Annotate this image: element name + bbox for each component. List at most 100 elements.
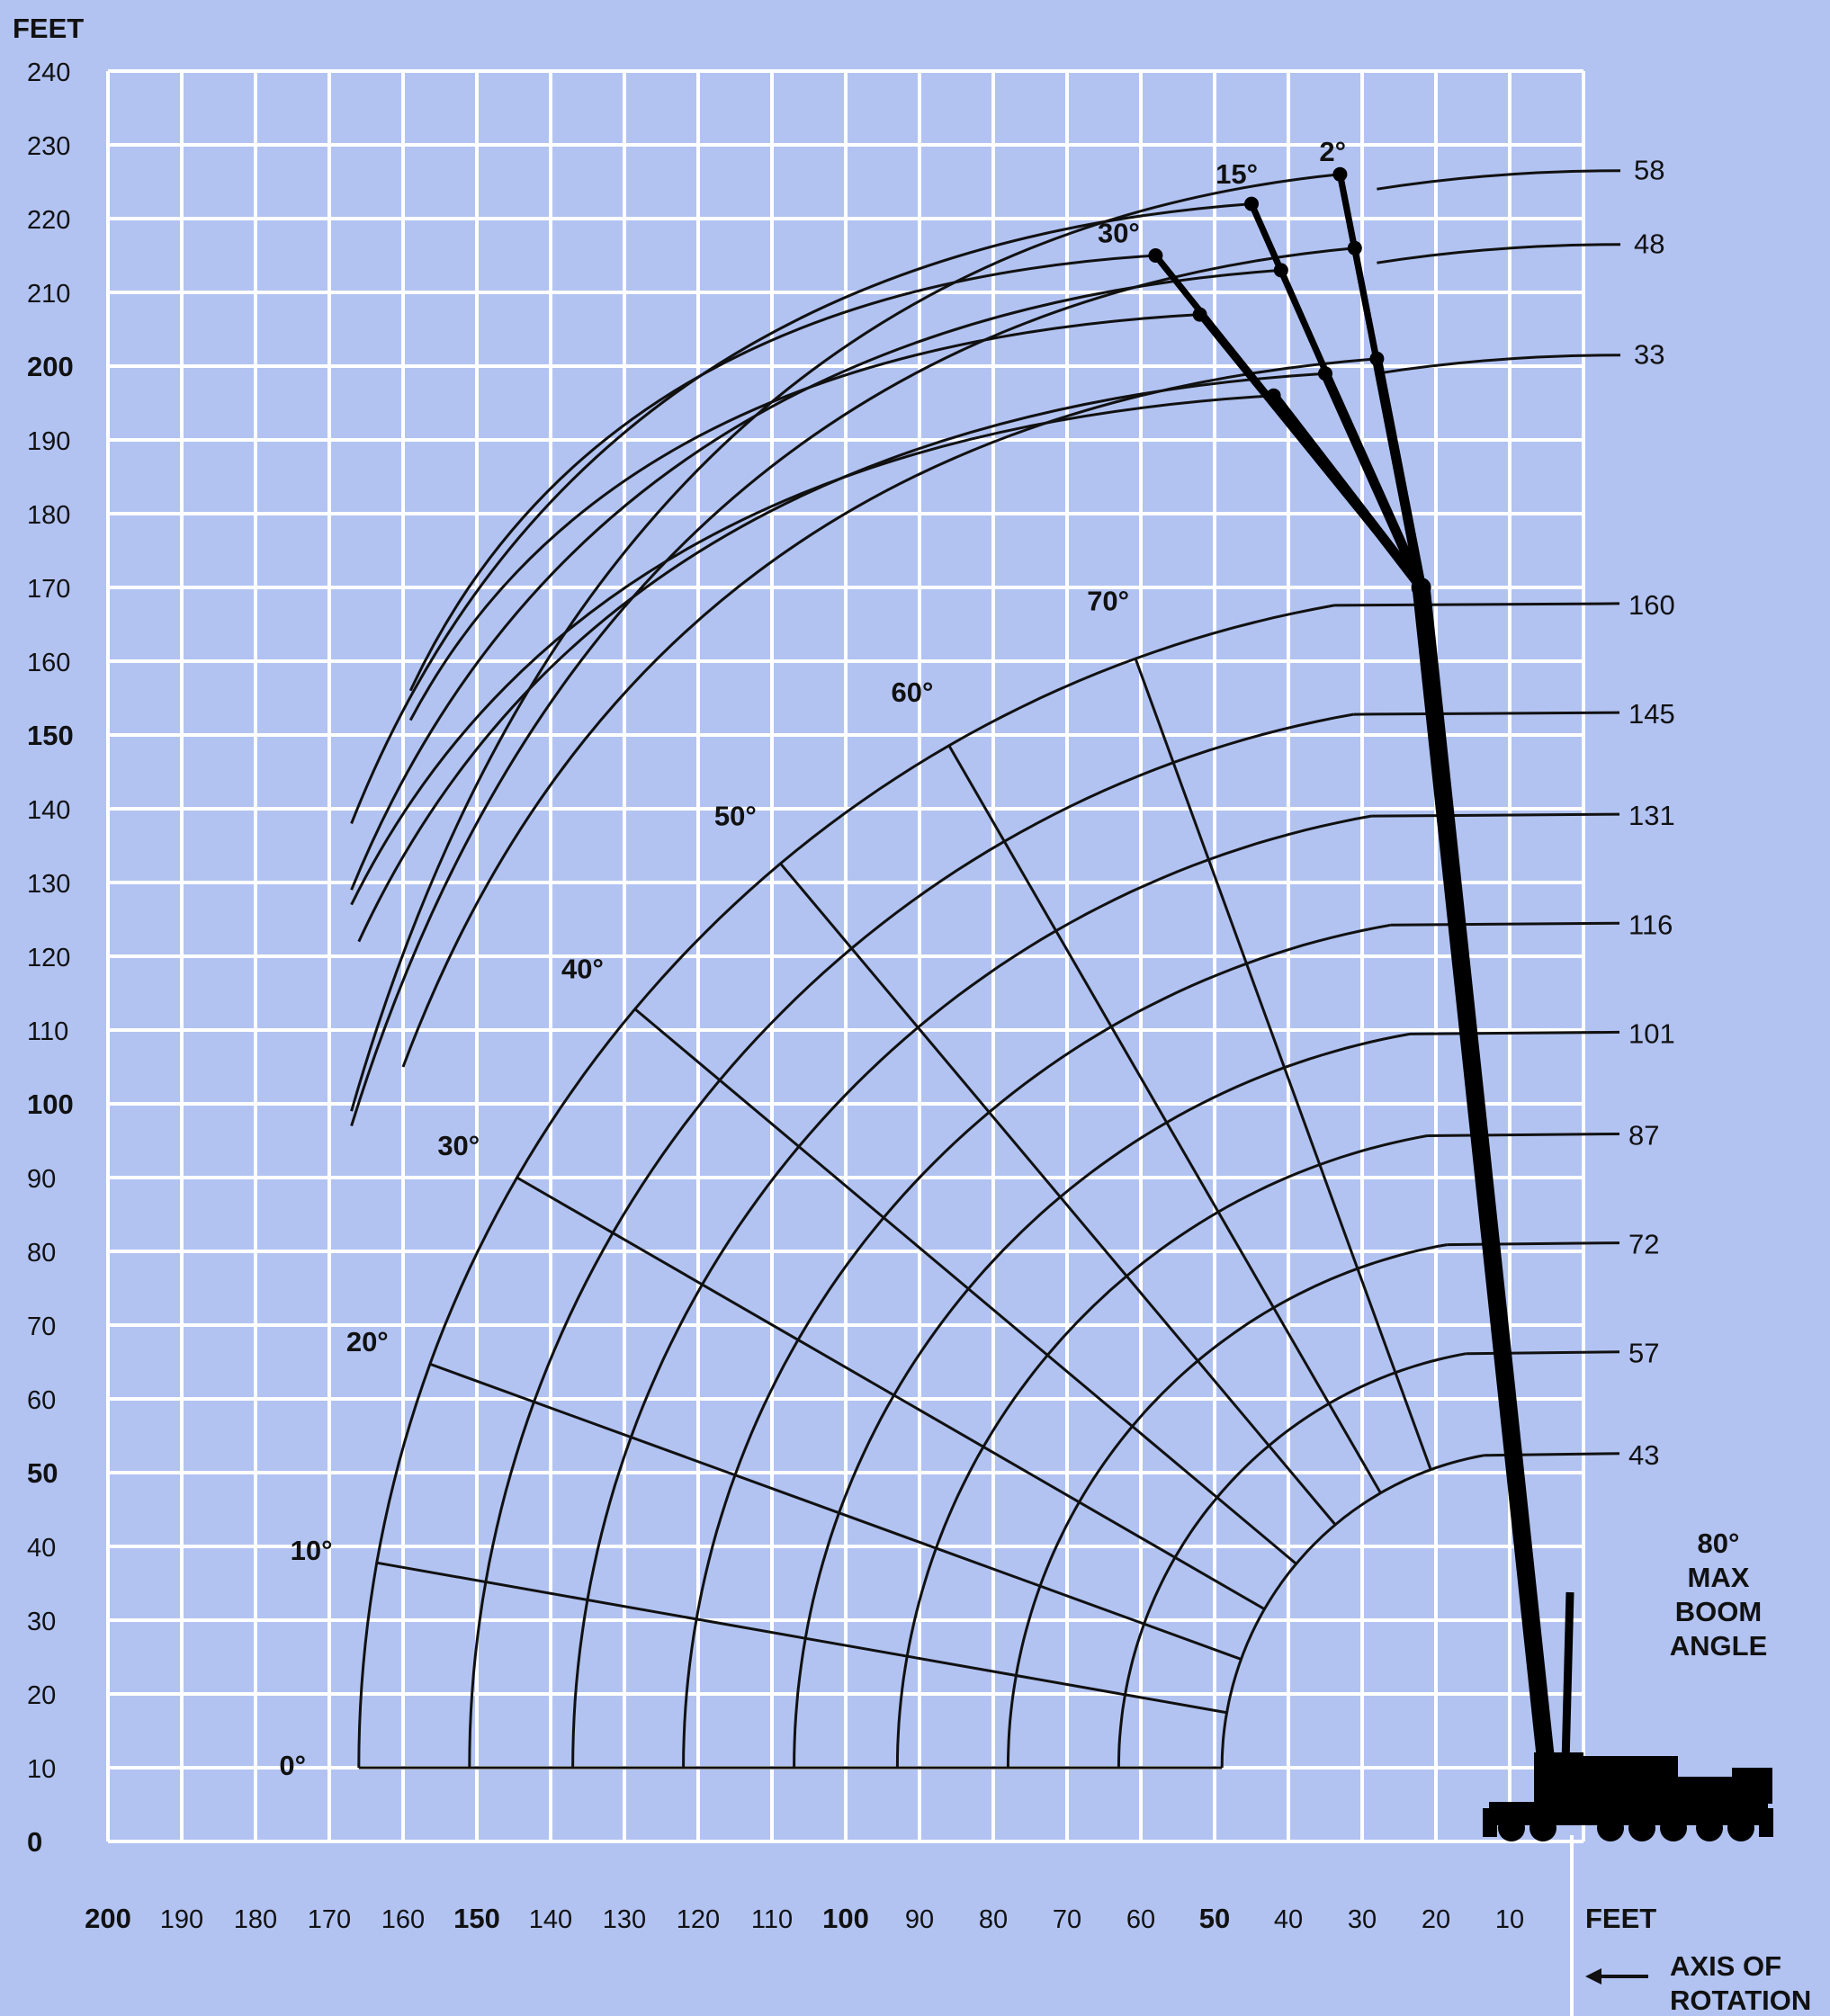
jib-length-label: 48 <box>1634 228 1664 260</box>
axis-of-rotation: AXIS OF ROTATION <box>1570 1835 1811 2016</box>
y-tick-label: 90 <box>27 1165 56 1194</box>
jib-offset-label: 15° <box>1216 158 1258 190</box>
grid-lines <box>106 69 1585 1843</box>
crane-superstructure <box>1583 1756 1678 1805</box>
boom-angle-line <box>1134 658 1432 1471</box>
x-tick-label: 80 <box>979 1905 1008 1934</box>
jib-tip-marker <box>1244 196 1259 211</box>
x-tick-label: 110 <box>751 1905 793 1934</box>
x-tick-label: 120 <box>677 1905 720 1934</box>
range-curves <box>350 169 1621 1770</box>
x-tick-label: 100 <box>822 1903 869 1934</box>
wheel <box>1660 1814 1687 1841</box>
jib-range-curve <box>408 313 1200 721</box>
jib-range-curve <box>350 173 1341 1112</box>
boom-length-arc <box>1220 1454 1485 1769</box>
y-tick-label: 60 <box>27 1386 56 1415</box>
outrigger-left <box>1483 1808 1497 1837</box>
y-tick-label: 210 <box>27 280 70 309</box>
axis-of-rotation-line2: ROTATION <box>1670 1985 1811 2016</box>
wheel <box>1597 1814 1624 1841</box>
x-tick-label: 190 <box>160 1905 203 1934</box>
jib-range-curve <box>357 372 1326 943</box>
boom-length-leader <box>1447 1241 1620 1247</box>
x-tick-label: 30 <box>1348 1905 1377 1934</box>
y-tick-label: 100 <box>27 1089 74 1120</box>
boom-length-label: 43 <box>1628 1439 1659 1471</box>
jib-range-curve <box>401 357 1377 1068</box>
boom-length-label: 116 <box>1628 909 1673 940</box>
boom-length-leader <box>1333 602 1620 607</box>
y-tick-label: 80 <box>27 1239 56 1268</box>
x-tick-label: 150 <box>453 1903 500 1934</box>
boom-length-arc <box>357 604 1335 1769</box>
boom-length-leader <box>1390 921 1620 927</box>
boom-angle-line <box>516 1176 1266 1610</box>
max-boom-angle-line3: BOOM <box>1675 1596 1762 1627</box>
max-boom-angle-note: 80° MAX BOOM ANGLE <box>1670 1528 1768 1662</box>
max-boom-angle-line4: ANGLE <box>1670 1630 1768 1662</box>
y-tick-label: 240 <box>27 58 70 87</box>
boom-angle-label: 10° <box>291 1535 333 1566</box>
jib-range-curve <box>350 246 1355 1127</box>
y-tick-label: 170 <box>27 575 70 604</box>
x-tick-label: 180 <box>234 1905 277 1934</box>
wheel <box>1727 1814 1754 1841</box>
x-tick-label: 170 <box>308 1905 351 1934</box>
jib-tip-marker <box>1148 248 1163 263</box>
y-tick-label: 0 <box>27 1826 42 1858</box>
wheel <box>1498 1814 1525 1841</box>
boom-angle-label: 70° <box>1087 585 1129 616</box>
x-tick-label: 10 <box>1495 1905 1524 1934</box>
outrigger-right <box>1759 1808 1773 1837</box>
boom-angle-label: 20° <box>346 1326 389 1357</box>
boom-length-label: 72 <box>1628 1229 1659 1260</box>
y-tick-label: 190 <box>27 427 70 456</box>
chart-labels: 2402302202102001901801701601501401301201… <box>27 58 1675 1934</box>
y-tick-label: 220 <box>27 206 70 235</box>
x-tick-label: 70 <box>1053 1905 1081 1934</box>
x-tick-label: 140 <box>529 1905 572 1934</box>
jib-length-leader <box>1377 354 1621 375</box>
x-tick-label: 50 <box>1199 1903 1230 1934</box>
jib-tip-marker <box>1266 388 1281 403</box>
boom-length-label: 160 <box>1628 589 1675 621</box>
y-tick-label: 120 <box>27 944 70 972</box>
boom-length-label: 57 <box>1628 1338 1659 1369</box>
boom-angle-line <box>779 862 1337 1526</box>
boom-length-leader <box>1353 711 1620 716</box>
jib-tip-marker <box>1192 307 1207 322</box>
jib-tip-marker <box>1273 263 1288 278</box>
x-tick-label: 90 <box>905 1905 934 1934</box>
jib-length-leader <box>1377 169 1621 191</box>
jib-segment <box>1269 392 1425 591</box>
boom-angle-line <box>429 1362 1242 1661</box>
x-tick-label: 130 <box>603 1905 646 1934</box>
boom-length-leader <box>1371 812 1620 818</box>
boom-angle-line <box>633 1008 1297 1565</box>
jib-length-label: 33 <box>1634 339 1664 371</box>
arrow-head-icon <box>1585 1968 1601 1985</box>
y-tick-label: 140 <box>27 796 70 825</box>
y-tick-label: 200 <box>27 351 74 382</box>
y-tick-label: 70 <box>27 1313 56 1341</box>
jib-length-label: 58 <box>1634 155 1664 186</box>
boom-length-label: 131 <box>1628 800 1675 831</box>
x-tick-label: 40 <box>1274 1905 1303 1934</box>
x-tick-label: 20 <box>1422 1905 1450 1934</box>
boom-tip-marker <box>1411 578 1431 597</box>
boom-length-label: 145 <box>1628 698 1675 730</box>
jib-segment <box>1320 371 1426 590</box>
boom-length-leader <box>1409 1030 1620 1035</box>
y-axis-unit-label: FEET <box>13 13 84 44</box>
y-tick-label: 230 <box>27 132 70 161</box>
y-tick-label: 180 <box>27 501 70 530</box>
wheel <box>1628 1814 1655 1841</box>
crane-operator-cab <box>1534 1752 1583 1804</box>
wheel <box>1696 1814 1723 1841</box>
boom-angle-line <box>376 1561 1227 1715</box>
y-tick-label: 40 <box>27 1534 56 1563</box>
crane-carrier-body <box>1489 1802 1768 1825</box>
boom-length-label: 87 <box>1628 1119 1659 1151</box>
